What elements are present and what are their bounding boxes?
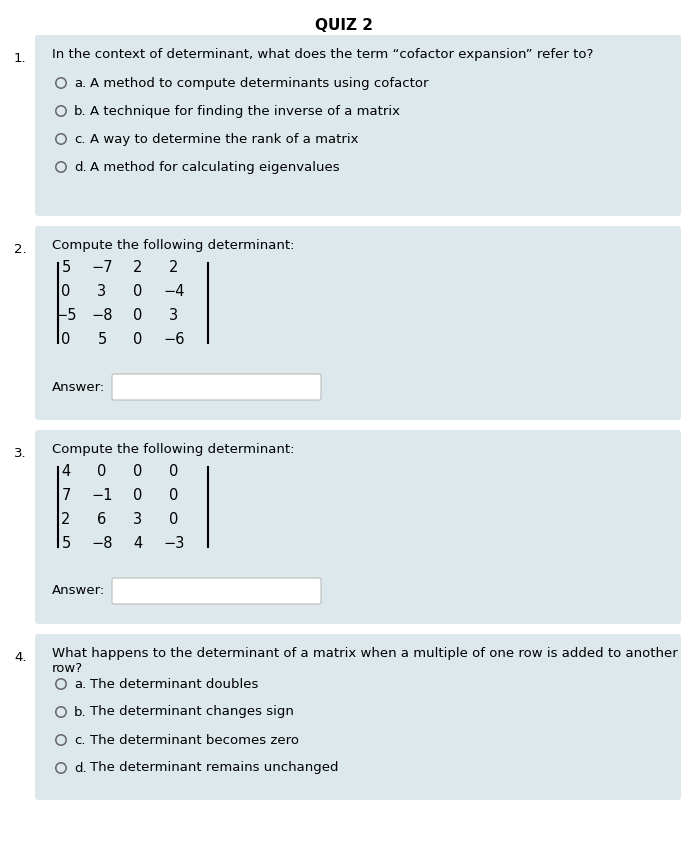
Text: a.: a. bbox=[74, 678, 86, 691]
Text: c.: c. bbox=[74, 734, 85, 746]
FancyBboxPatch shape bbox=[35, 35, 681, 216]
Text: 5: 5 bbox=[61, 260, 71, 274]
Text: 0: 0 bbox=[133, 332, 142, 346]
FancyBboxPatch shape bbox=[112, 578, 321, 604]
Text: 0: 0 bbox=[61, 284, 71, 298]
Text: 4: 4 bbox=[133, 536, 142, 550]
Text: The determinant doubles: The determinant doubles bbox=[90, 678, 259, 691]
Text: −8: −8 bbox=[92, 308, 113, 322]
Text: 0: 0 bbox=[133, 308, 142, 322]
Text: b.: b. bbox=[74, 105, 87, 117]
Text: 2: 2 bbox=[61, 512, 71, 526]
Text: 0: 0 bbox=[133, 488, 142, 502]
Text: 2: 2 bbox=[169, 260, 179, 274]
Text: Answer:: Answer: bbox=[52, 584, 105, 597]
Text: −3: −3 bbox=[163, 536, 184, 550]
Text: The determinant becomes zero: The determinant becomes zero bbox=[90, 734, 299, 746]
Text: A method for calculating eigenvalues: A method for calculating eigenvalues bbox=[90, 160, 340, 173]
Text: A technique for finding the inverse of a matrix: A technique for finding the inverse of a… bbox=[90, 105, 400, 117]
Text: 3: 3 bbox=[169, 308, 179, 322]
Text: b.: b. bbox=[74, 705, 87, 718]
Text: 7: 7 bbox=[61, 488, 71, 502]
Text: 0: 0 bbox=[169, 464, 179, 478]
Text: 0: 0 bbox=[133, 284, 142, 298]
Text: −6: −6 bbox=[163, 332, 185, 346]
Text: 1.: 1. bbox=[14, 52, 27, 65]
Text: −1: −1 bbox=[92, 488, 113, 502]
FancyBboxPatch shape bbox=[35, 226, 681, 420]
Text: a.: a. bbox=[74, 76, 86, 89]
Text: −8: −8 bbox=[92, 536, 113, 550]
Text: QUIZ 2: QUIZ 2 bbox=[315, 18, 373, 33]
Text: d.: d. bbox=[74, 762, 87, 775]
Text: Answer:: Answer: bbox=[52, 381, 105, 393]
Text: 0: 0 bbox=[169, 512, 179, 526]
Text: 0: 0 bbox=[61, 332, 71, 346]
Text: What happens to the determinant of a matrix when a multiple of one row is added : What happens to the determinant of a mat… bbox=[52, 647, 678, 675]
Text: Compute the following determinant:: Compute the following determinant: bbox=[52, 443, 294, 456]
Text: 4: 4 bbox=[61, 464, 71, 478]
Text: −5: −5 bbox=[55, 308, 77, 322]
Text: The determinant remains unchanged: The determinant remains unchanged bbox=[90, 762, 338, 775]
Text: 3: 3 bbox=[133, 512, 142, 526]
FancyBboxPatch shape bbox=[35, 634, 681, 800]
Text: c.: c. bbox=[74, 133, 85, 146]
Text: A way to determine the rank of a matrix: A way to determine the rank of a matrix bbox=[90, 133, 358, 146]
Text: The determinant changes sign: The determinant changes sign bbox=[90, 705, 294, 718]
Text: d.: d. bbox=[74, 160, 87, 173]
Text: −7: −7 bbox=[92, 260, 113, 274]
Text: 3.: 3. bbox=[14, 447, 27, 460]
Text: In the context of determinant, what does the term “cofactor expansion” refer to?: In the context of determinant, what does… bbox=[52, 48, 593, 61]
Text: 2.: 2. bbox=[14, 243, 27, 256]
Text: 5: 5 bbox=[61, 536, 71, 550]
Text: −4: −4 bbox=[163, 284, 185, 298]
Text: 5: 5 bbox=[98, 332, 107, 346]
Text: 6: 6 bbox=[98, 512, 107, 526]
Text: A method to compute determinants using cofactor: A method to compute determinants using c… bbox=[90, 76, 429, 89]
FancyBboxPatch shape bbox=[35, 430, 681, 624]
Text: Compute the following determinant:: Compute the following determinant: bbox=[52, 239, 294, 252]
Text: 0: 0 bbox=[169, 488, 179, 502]
Text: 0: 0 bbox=[133, 464, 142, 478]
Text: 3: 3 bbox=[98, 284, 107, 298]
Text: 0: 0 bbox=[97, 464, 107, 478]
FancyBboxPatch shape bbox=[112, 374, 321, 400]
Text: 4.: 4. bbox=[14, 651, 27, 664]
Text: 2: 2 bbox=[133, 260, 142, 274]
